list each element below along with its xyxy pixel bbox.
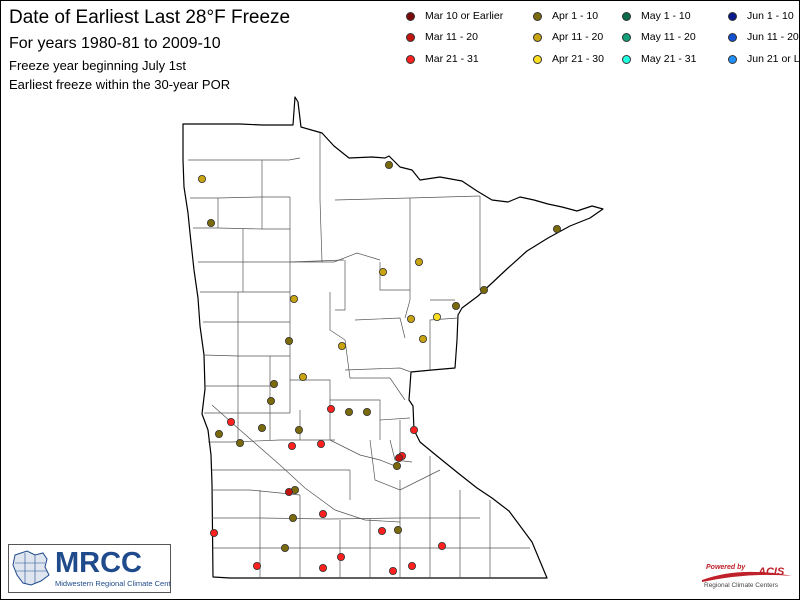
legend-label: May 21 - 31 xyxy=(641,53,697,65)
legend-swatch xyxy=(622,33,631,42)
station-point xyxy=(316,439,325,448)
period-note: Earliest freeze within the 30-year POR xyxy=(9,77,231,92)
station-point xyxy=(362,407,371,416)
acis-swoosh-icon xyxy=(702,571,792,582)
legend: Mar 10 or Earlier Mar 11 - 20 Mar 21 - 31 A… xyxy=(400,6,800,72)
acis-subtitle: Regional Climate Centers xyxy=(704,582,779,589)
legend-swatch xyxy=(622,55,631,64)
legend-swatch xyxy=(728,33,737,42)
station-point xyxy=(414,257,423,266)
station-point xyxy=(479,285,488,294)
legend-label: May 1 - 10 xyxy=(641,10,691,22)
station-point xyxy=(318,509,327,518)
mrcc-wordmark: MRCC xyxy=(55,547,142,579)
mrcc-subtitle: Midwestern Regional Climate Center xyxy=(55,579,171,588)
county-lines-layer xyxy=(188,133,530,578)
station-point xyxy=(553,224,562,233)
station-point xyxy=(344,407,353,416)
station-point xyxy=(336,553,345,562)
legend-label: Mar 21 - 31 xyxy=(425,53,479,65)
legend-swatch xyxy=(622,12,631,21)
legend-label: May 11 - 20 xyxy=(641,31,696,43)
station-layer xyxy=(197,160,562,576)
map-subtitle: For years 1980-81 to 2009-10 xyxy=(9,35,221,52)
station-point xyxy=(298,372,307,381)
station-point xyxy=(451,301,460,310)
station-point xyxy=(214,429,223,438)
station-point xyxy=(235,438,244,447)
station-point xyxy=(197,174,206,183)
station-point xyxy=(294,425,303,434)
legend-label: Mar 10 or Earlier xyxy=(425,10,504,22)
station-point xyxy=(284,487,293,496)
legend-swatch xyxy=(533,55,542,64)
acis-powered-by: Powered by xyxy=(706,564,746,571)
midwest-states-icon xyxy=(12,550,50,586)
station-point xyxy=(394,453,403,462)
station-point xyxy=(209,529,218,538)
station-point xyxy=(337,341,346,350)
station-point xyxy=(378,267,387,276)
legend-swatch xyxy=(533,33,542,42)
station-point xyxy=(407,562,416,571)
legend-label: Apr 1 - 10 xyxy=(552,10,599,22)
station-point xyxy=(206,218,215,227)
station-point xyxy=(287,441,296,450)
station-point xyxy=(437,542,446,551)
station-point xyxy=(252,562,261,571)
station-point xyxy=(432,312,441,321)
station-point xyxy=(226,417,235,426)
station-point xyxy=(409,425,418,434)
station-point xyxy=(257,423,266,432)
station-point xyxy=(393,526,402,535)
station-point xyxy=(280,544,289,553)
station-point xyxy=(377,527,386,536)
acis-wordmark: ACIS xyxy=(758,566,785,578)
legend-label: Jun 1 - 10 xyxy=(747,10,794,22)
state-outline xyxy=(182,96,604,579)
freeze-year-note: Freeze year beginning July 1st xyxy=(9,58,187,73)
station-point xyxy=(288,514,297,523)
station-point xyxy=(384,160,393,169)
legend-label: Apr 21 - 30 xyxy=(552,53,604,65)
legend-swatch xyxy=(533,12,542,21)
station-point xyxy=(266,396,275,405)
station-point xyxy=(284,336,293,345)
station-point xyxy=(406,314,415,323)
station-point xyxy=(269,379,278,388)
station-point xyxy=(326,404,335,413)
mrcc-logo: MRCC Midwestern Regional Climate Center xyxy=(8,544,171,593)
legend-swatch xyxy=(406,55,415,64)
legend-label: Mar 11 - 20 xyxy=(425,31,478,43)
station-point xyxy=(392,461,401,470)
legend-label: Apr 11 - 20 xyxy=(552,31,604,43)
state-outline-layer xyxy=(182,96,604,579)
legend-swatch xyxy=(406,12,415,21)
legend-label: Jun 11 - 20 xyxy=(747,31,799,43)
station-point xyxy=(318,564,327,573)
legend-swatch xyxy=(728,55,737,64)
station-point xyxy=(388,567,397,576)
legend-label: Jun 21 or Later xyxy=(747,53,800,65)
map-title: Date of Earliest Last 28°F Freeze xyxy=(9,7,291,28)
acis-logo: Powered by ACIS Regional Climate Centers xyxy=(700,562,795,594)
legend-swatch xyxy=(406,33,415,42)
legend-swatch xyxy=(728,12,737,21)
station-point xyxy=(289,294,298,303)
station-point xyxy=(418,334,427,343)
